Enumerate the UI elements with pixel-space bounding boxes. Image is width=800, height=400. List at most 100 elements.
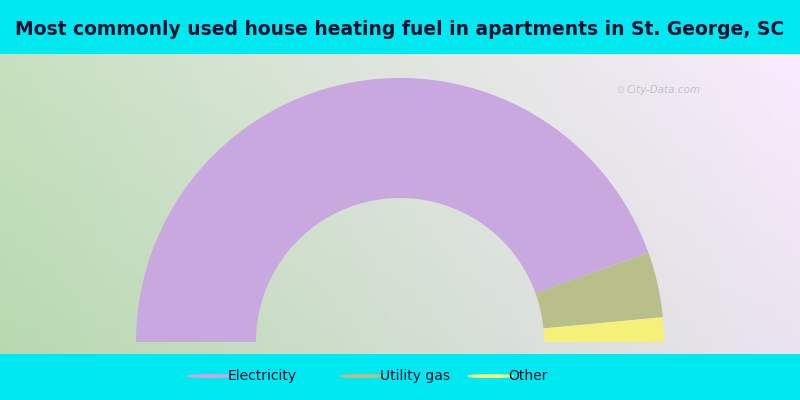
Bar (54, 264, 66, 269)
Bar (54, 174, 66, 179)
Bar (120, 74, 134, 79)
Bar (506, 244, 520, 249)
Bar (400, 294, 414, 299)
Bar (160, 84, 174, 89)
Bar (586, 99, 600, 104)
Bar (14, 344, 26, 349)
Bar (640, 309, 654, 314)
Bar (694, 129, 706, 134)
Bar (26, 309, 40, 314)
Bar (414, 129, 426, 134)
Bar (506, 319, 520, 324)
Bar (746, 309, 760, 314)
Bar (614, 104, 626, 109)
Bar (720, 64, 734, 69)
Bar (534, 209, 546, 214)
Bar (506, 129, 520, 134)
Bar (94, 274, 106, 279)
Bar (734, 219, 746, 224)
Bar (546, 99, 560, 104)
Bar (454, 344, 466, 349)
Bar (614, 64, 626, 69)
Bar (440, 249, 454, 254)
Bar (574, 244, 586, 249)
Bar (426, 69, 440, 74)
Bar (534, 84, 546, 89)
Bar (320, 219, 334, 224)
Bar (360, 289, 374, 294)
Bar (654, 224, 666, 229)
Bar (520, 174, 534, 179)
Bar (734, 114, 746, 119)
Bar (666, 164, 680, 169)
Bar (774, 294, 786, 299)
Bar (546, 324, 560, 329)
Bar (760, 314, 774, 319)
Bar (266, 64, 280, 69)
Bar (680, 314, 694, 319)
Bar (266, 234, 280, 239)
Bar (280, 114, 294, 119)
Bar (66, 74, 80, 79)
Bar (134, 334, 146, 339)
Bar (66, 289, 80, 294)
Bar (720, 74, 734, 79)
Bar (640, 84, 654, 89)
Bar (520, 74, 534, 79)
Bar (626, 169, 640, 174)
Bar (466, 184, 480, 189)
Bar (506, 229, 520, 234)
Bar (774, 204, 786, 209)
Bar (54, 169, 66, 174)
Bar (160, 104, 174, 109)
Bar (786, 264, 800, 269)
Bar (400, 254, 414, 259)
Bar (626, 349, 640, 354)
Bar (334, 224, 346, 229)
Bar (200, 289, 214, 294)
Bar (386, 279, 400, 284)
Bar (614, 169, 626, 174)
Bar (614, 199, 626, 204)
Bar (480, 284, 494, 289)
Bar (374, 79, 386, 84)
Bar (654, 169, 666, 174)
Bar (174, 159, 186, 164)
Bar (506, 324, 520, 329)
Bar (720, 309, 734, 314)
Bar (586, 289, 600, 294)
Bar (786, 249, 800, 254)
Bar (120, 104, 134, 109)
Bar (146, 269, 160, 274)
Bar (654, 159, 666, 164)
Bar (506, 154, 520, 159)
Bar (146, 59, 160, 64)
Bar (200, 294, 214, 299)
Bar (346, 229, 360, 234)
Bar (374, 149, 386, 154)
Bar (66, 164, 80, 169)
Bar (200, 229, 214, 234)
Bar (386, 129, 400, 134)
Bar (320, 89, 334, 94)
Bar (280, 344, 294, 349)
Bar (626, 54, 640, 59)
Bar (400, 329, 414, 334)
Bar (294, 199, 306, 204)
Bar (466, 134, 480, 139)
Bar (106, 274, 120, 279)
Bar (26, 94, 40, 99)
Bar (14, 274, 26, 279)
Bar (480, 344, 494, 349)
Bar (786, 279, 800, 284)
Bar (186, 144, 200, 149)
Bar (760, 334, 774, 339)
Bar (174, 249, 186, 254)
Bar (720, 199, 734, 204)
Bar (734, 184, 746, 189)
Bar (614, 219, 626, 224)
Bar (374, 344, 386, 349)
Bar (240, 194, 254, 199)
Bar (240, 224, 254, 229)
Bar (0, 344, 14, 349)
